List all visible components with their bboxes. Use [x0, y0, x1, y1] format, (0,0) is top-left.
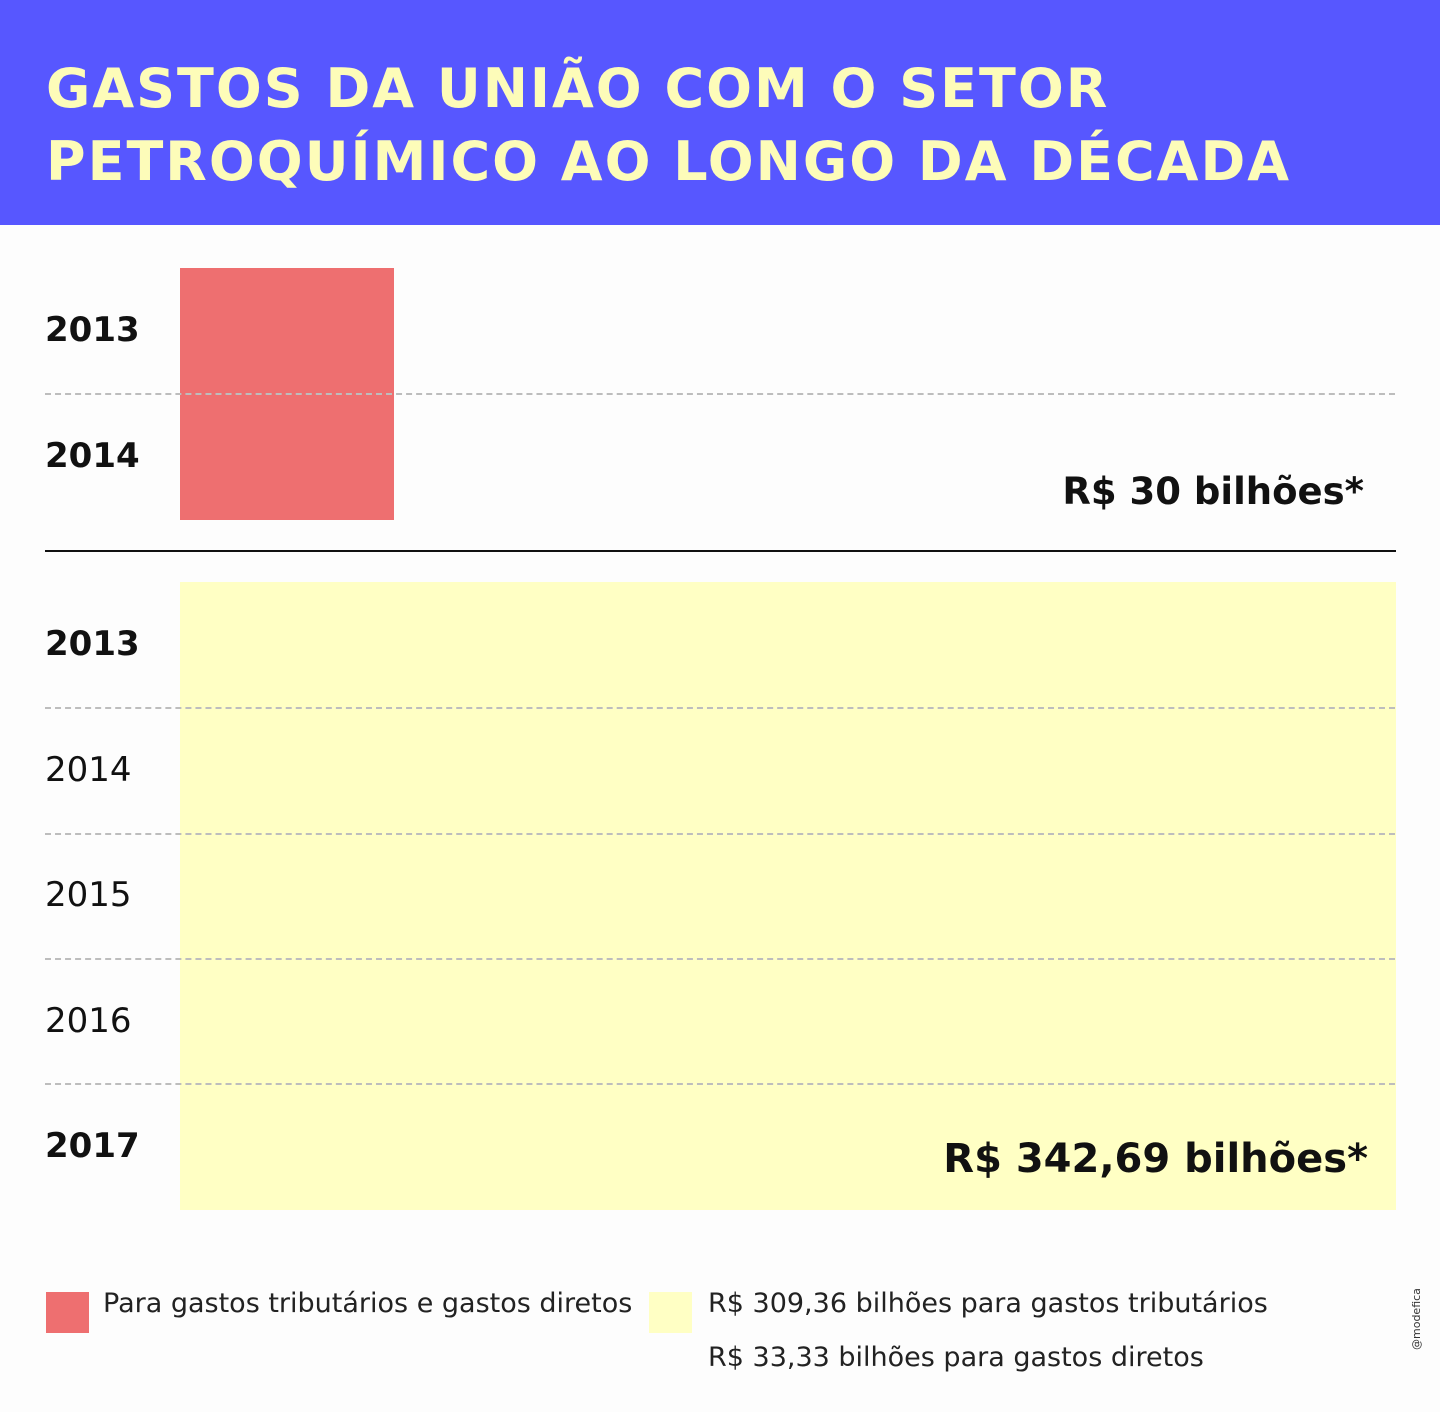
year-label: 2015 — [45, 875, 132, 915]
year-label: 2017 — [45, 1126, 140, 1166]
total-label-section-1: R$ 30 bilhões* — [1062, 470, 1364, 513]
legend-label-tax: R$ 309,36 bilhões para gastos tributário… — [708, 1288, 1268, 1319]
credit: @modefica — [1410, 1288, 1423, 1350]
year-label: 2016 — [45, 1001, 132, 1041]
row-separator — [45, 958, 1395, 960]
year-label: 2014 — [45, 750, 132, 790]
legend-label-direct: Para gastos tributários e gastos diretos — [103, 1288, 633, 1319]
legend-swatch-direct — [46, 1292, 89, 1333]
year-label: 2013 — [45, 310, 140, 350]
bar-total-2013-2017 — [180, 582, 1396, 1210]
total-label-section-2: R$ 342,69 bilhões* — [943, 1136, 1368, 1182]
title-line-2: PETROQUÍMICO AO LONGO DA DÉCADA — [46, 130, 1292, 193]
header-banner: GASTOS DA UNIÃO COM O SETOR PETROQUÍMICO… — [0, 0, 1440, 225]
row-separator — [45, 393, 1395, 395]
row-separator — [45, 707, 1395, 709]
row-separator — [45, 833, 1395, 835]
year-label: 2013 — [45, 624, 140, 664]
row-separator — [45, 1083, 1395, 1085]
title-line-1: GASTOS DA UNIÃO COM O SETOR — [46, 57, 1110, 120]
legend-swatch-tax — [649, 1292, 692, 1333]
legend-label-direct-amount: R$ 33,33 bilhões para gastos diretos — [708, 1342, 1204, 1373]
section-divider — [45, 550, 1396, 552]
year-label: 2014 — [45, 436, 140, 476]
chart-title: GASTOS DA UNIÃO COM O SETOR PETROQUÍMICO… — [46, 52, 1291, 198]
